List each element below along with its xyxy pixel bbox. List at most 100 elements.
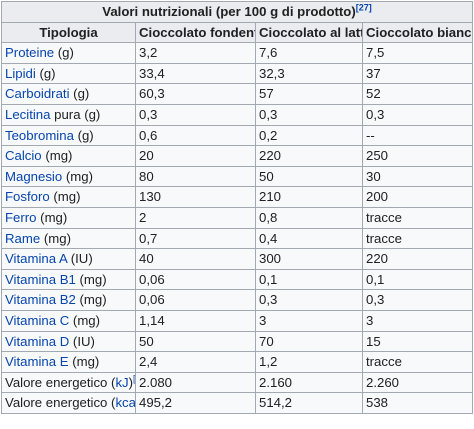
nutrient-link[interactable]: Rame — [5, 230, 41, 246]
value-cell: 200 — [361, 186, 474, 208]
nutrient-link[interactable]: Vitamina A — [5, 251, 68, 267]
nutrient-label-cell: Vitamina B2 (mg) — [1, 289, 136, 311]
nutrient-label-cell: Fosforo (mg) — [1, 186, 136, 208]
nutrient-link[interactable]: Vitamina D — [5, 333, 70, 349]
nutrient-link[interactable]: Vitamina E — [5, 354, 69, 370]
nutrient-link[interactable]: Vitamina C — [5, 312, 70, 328]
nutrient-label-suffix: (mg) — [68, 354, 100, 370]
value-cell: 0,1 — [361, 268, 474, 291]
value-cell: -- — [361, 124, 474, 147]
nutrient-link[interactable]: Fosforo — [5, 189, 50, 205]
nutrient-label-cell: Magnesio (mg) — [1, 165, 136, 188]
nutrient-label-suffix: (g) — [73, 127, 94, 143]
nutrient-link[interactable]: Calcio — [5, 148, 42, 164]
caption-reference-link[interactable]: [27] — [355, 2, 372, 13]
value-cell: 50 — [135, 330, 256, 353]
nutrient-label-suffix: (mg) — [49, 189, 81, 205]
nutrient-link[interactable]: Vitamina B2 — [5, 292, 76, 308]
header-fondente: Cioccolato fondente — [135, 21, 256, 44]
value-cell: 50 — [255, 165, 363, 188]
nutrient-label-suffix: (mg) — [75, 271, 107, 287]
nutrient-link[interactable]: Carboidrati — [5, 86, 70, 102]
table-row: Rame (mg) 0,7 0,4 tracce — [1, 227, 474, 250]
nutrient-label-cell: Vitamina B1 (mg) — [1, 268, 136, 291]
header-tipologia: Tipologia — [1, 21, 136, 44]
table-row: Lipidi (g) 33,4 32,3 37 — [1, 62, 474, 85]
nutrition-table: Valori nutrizionali (per 100 g di prodot… — [0, 1, 474, 414]
value-cell: 514,2 — [255, 392, 363, 414]
value-cell: 3 — [255, 309, 363, 332]
value-cell: 0,3 — [361, 103, 474, 126]
value-cell: 15 — [361, 330, 474, 353]
nutrient-label-suffix: (mg) — [41, 148, 73, 164]
value-cell: 130 — [135, 186, 256, 208]
table-row: Vitamina B2 (mg) 0,06 0,3 0,3 — [1, 289, 474, 311]
table-row: Vitamina A (IU) 40 300 220 — [1, 248, 474, 270]
value-cell: 538 — [361, 392, 474, 414]
nutrient-label-cell: Valore energetico (kcal) — [1, 392, 136, 414]
value-cell: 33,4 — [135, 62, 256, 85]
value-cell: 60,3 — [135, 83, 256, 105]
nutrient-link[interactable]: Magnesio — [5, 168, 63, 184]
table-row: Valore energetico (kJ)[28]2.0802.1602.26… — [1, 371, 474, 394]
value-cell: 300 — [255, 248, 363, 270]
nutrient-label-suffix: (g) — [69, 86, 90, 102]
nutrient-label-suffix: pura (g) — [50, 106, 101, 122]
table-row: Lecitina pura (g) 0,3 0,3 0,3 — [1, 103, 474, 126]
nutrient-link[interactable]: Teobromina — [5, 127, 74, 143]
nutrient-label-cell: Calcio (mg) — [1, 145, 136, 167]
value-cell: 0,06 — [135, 289, 256, 311]
nutrient-label-prefix: Valore energetico ( — [5, 395, 116, 411]
table-row: Vitamina B1 (mg) 0,06 0,1 0,1 — [1, 268, 474, 291]
value-cell: 20 — [135, 145, 256, 167]
value-cell: 220 — [361, 248, 474, 270]
table-row: Ferro (mg) 2 0,8 tracce — [1, 206, 474, 229]
table-row: Fosforo (mg) 130 210 200 — [1, 186, 474, 208]
header-row: Tipologia Cioccolato fondente Cioccolato… — [1, 21, 474, 44]
nutrient-link[interactable]: kJ — [115, 374, 129, 390]
nutrient-link[interactable]: Proteine — [5, 45, 55, 61]
nutrient-link[interactable]: Ferro — [5, 209, 37, 225]
nutrient-label-cell: Rame (mg) — [1, 227, 136, 250]
table-row: Proteine (g) 3,2 7,6 7,5 — [1, 42, 474, 64]
table-row: Teobromina (g) 0,6 0,2 -- — [1, 124, 474, 147]
value-cell: 32,3 — [255, 62, 363, 85]
nutrient-label-prefix: Valore energetico ( — [5, 374, 116, 390]
table-row: Vitamina E (mg) 2,4 1,2 tracce — [1, 351, 474, 373]
value-cell: 7,5 — [361, 42, 474, 64]
value-cell: 80 — [135, 165, 256, 188]
header-latte: Cioccolato al latte — [255, 21, 363, 44]
table-row: Calcio (mg) 20 220 250 — [1, 145, 474, 167]
nutrient-label-suffix: (mg) — [69, 312, 101, 328]
nutrient-link[interactable]: kcal — [115, 395, 136, 411]
nutrient-label-suffix: (mg) — [62, 168, 93, 184]
value-cell: 250 — [361, 145, 474, 167]
nutrient-link[interactable]: Lipidi — [5, 65, 36, 81]
value-cell: 0,7 — [135, 227, 256, 250]
nutrient-label-suffix: (mg) — [75, 292, 107, 308]
nutrient-label-suffix: (g) — [35, 65, 56, 81]
nutrient-label-suffix: ) — [128, 374, 134, 390]
reference-link[interactable]: [28] — [133, 373, 136, 384]
table-caption: Valori nutrizionali (per 100 g di prodot… — [0, 1, 474, 23]
value-cell: 0,3 — [135, 103, 256, 126]
nutrient-label-suffix: (mg) — [36, 209, 68, 225]
nutrient-link[interactable]: Lecitina — [5, 106, 51, 122]
value-cell: tracce — [361, 227, 474, 250]
nutrient-link[interactable]: Vitamina B1 — [5, 271, 76, 287]
value-cell: 0,3 — [361, 289, 474, 311]
value-cell: 0,3 — [255, 103, 363, 126]
nutrient-label-cell: Vitamina E (mg) — [1, 351, 136, 373]
value-cell: tracce — [361, 351, 474, 373]
value-cell: 70 — [255, 330, 363, 353]
value-cell: 0,4 — [255, 227, 363, 250]
caption-row: Valori nutrizionali (per 100 g di prodot… — [0, 1, 474, 23]
nutrient-label-cell: Vitamina D (IU) — [1, 330, 136, 353]
value-cell: 220 — [255, 145, 363, 167]
value-cell: 52 — [361, 83, 474, 105]
value-cell: tracce — [361, 206, 474, 229]
value-cell: 2.160 — [255, 371, 363, 394]
value-cell: 57 — [255, 83, 363, 105]
value-cell: 30 — [361, 165, 474, 188]
nutrient-label-suffix: (mg) — [40, 230, 71, 246]
